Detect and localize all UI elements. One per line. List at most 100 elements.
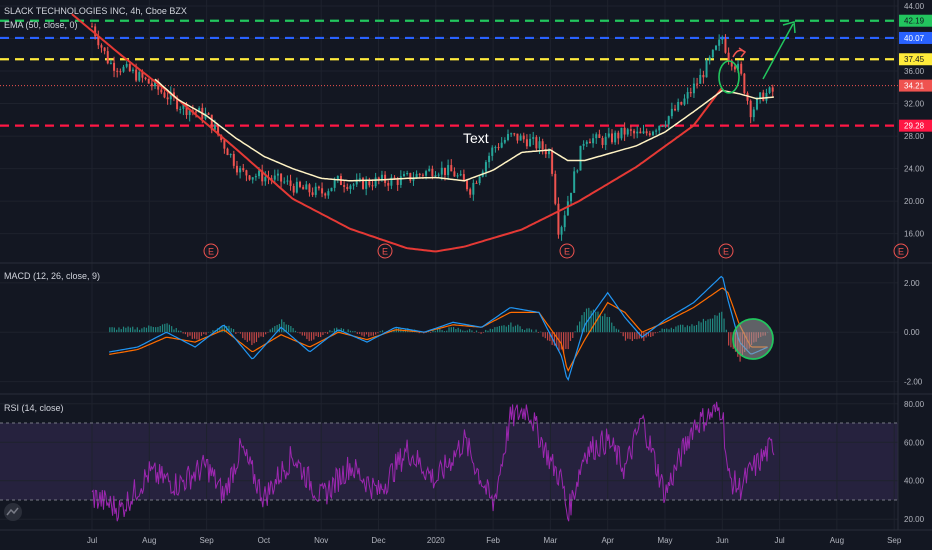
candle-body — [402, 174, 405, 177]
macd-histogram-bar — [271, 327, 274, 333]
annotation-text[interactable]: Text — [463, 130, 489, 146]
macd-histogram-bar — [136, 327, 138, 333]
macd-histogram-bar — [718, 312, 721, 333]
macd-histogram-bar — [244, 332, 246, 340]
candle-body — [409, 173, 412, 181]
earnings-marker[interactable]: E — [377, 243, 393, 259]
rsi-layer — [91, 401, 775, 522]
time-axis[interactable]: Jul Aug Sep Oct Nov Dec 2020 Feb Mar Apr May Jun Jul… — [87, 536, 902, 545]
macd-histogram-bar — [193, 332, 196, 339]
macd-histogram-bar — [145, 327, 148, 333]
macd-histogram-bar — [301, 332, 303, 336]
candle-body — [661, 125, 664, 127]
macd-histogram-bar — [434, 330, 436, 333]
candle-body — [229, 153, 232, 156]
macd-histogram-bar — [336, 327, 338, 333]
macd-histogram-bar — [171, 326, 173, 333]
candle-body — [755, 98, 758, 110]
candle-body — [582, 143, 585, 146]
macd-histogram-bar — [650, 332, 652, 338]
highlight-ellipse-price[interactable] — [718, 60, 740, 94]
candle-body — [560, 227, 563, 235]
earnings-marker[interactable]: E — [559, 243, 575, 259]
macd-histogram-bar — [569, 332, 572, 341]
earnings-markers[interactable]: E E E E E — [203, 243, 909, 259]
candle-body — [239, 168, 242, 173]
candle-body — [617, 132, 620, 139]
price-axis[interactable]: 44.00 40.00 36.00 32.00 28.00 24.00 20.00 16.00… — [899, 2, 932, 524]
macd-histogram-bar — [677, 325, 679, 333]
macd-histogram-bar — [251, 332, 253, 346]
macd-histogram-bar — [659, 331, 661, 333]
macd-histogram-bar — [448, 327, 450, 333]
macd-histogram-bar — [347, 329, 349, 333]
macd-histogram-bar — [691, 324, 693, 333]
candle-body — [462, 174, 465, 181]
candle-body — [592, 138, 595, 144]
axis-tick-label: 80.00 — [904, 400, 925, 409]
macd-histogram-bar — [656, 332, 659, 333]
candle-body — [655, 130, 658, 132]
earnings-marker[interactable]: E — [893, 243, 909, 259]
candle-body — [194, 111, 197, 113]
macd-histogram-bar — [528, 328, 530, 333]
chart-title: SLACK TECHNOLOGIES INC, 4h, Cboe BZX — [4, 6, 187, 16]
candle-body — [683, 98, 686, 105]
macd-histogram-bar — [155, 327, 157, 333]
macd-histogram-bar — [232, 329, 235, 333]
candle-body — [97, 36, 100, 46]
candle-body — [459, 174, 462, 176]
candle-body — [522, 135, 525, 140]
candle-body — [343, 184, 346, 187]
red-arrow[interactable] — [732, 47, 747, 58]
candle-body — [714, 45, 717, 50]
candle-body — [620, 127, 623, 139]
macd-histogram-bar — [469, 329, 471, 333]
macd-histogram-bar — [611, 322, 613, 333]
candle-body — [355, 179, 358, 185]
macd-histogram-bar — [489, 328, 491, 333]
macd-histogram-bar — [530, 329, 533, 333]
candle-body — [573, 171, 576, 193]
macd-histogram-bar — [627, 332, 629, 339]
candle-body — [708, 57, 711, 61]
earnings-marker[interactable]: E — [203, 243, 219, 259]
macd-histogram-bar — [487, 330, 489, 333]
rsi-line[interactable] — [91, 401, 775, 522]
macd-histogram-bar — [297, 332, 299, 333]
candle-body — [677, 102, 680, 111]
axis-tick-label: 36.00 — [904, 67, 925, 76]
candle-body — [598, 134, 601, 138]
earnings-marker[interactable]: E — [718, 243, 734, 259]
candle-body — [447, 165, 450, 176]
candle-body — [141, 72, 144, 78]
candle-body — [497, 147, 500, 149]
macd-histogram-bar — [317, 332, 319, 338]
highlight-ellipse-macd[interactable] — [732, 318, 774, 360]
candle-body — [727, 52, 730, 61]
axis-tick-label: 2.00 — [904, 279, 920, 288]
macd-histogram-bar — [496, 326, 498, 333]
candle-body — [478, 176, 481, 184]
axis-tick-label: -2.00 — [904, 378, 923, 387]
macd-histogram-bar — [565, 332, 567, 349]
candle-body — [245, 170, 248, 176]
macd-histogram-bar — [510, 322, 512, 333]
macd-histogram-bar — [187, 332, 189, 337]
ema-line[interactable] — [154, 78, 774, 182]
macd-histogram-bar — [122, 326, 125, 333]
level-price-label: 42.19 — [904, 17, 925, 26]
candle-body — [261, 170, 264, 182]
macd-line[interactable] — [109, 275, 768, 382]
candle-body — [566, 201, 569, 216]
macd-histogram-bar — [698, 321, 700, 333]
svg-text:E: E — [382, 247, 388, 257]
macd-histogram-bar — [299, 332, 301, 334]
candle-body — [109, 62, 112, 64]
green-arrow[interactable] — [762, 21, 796, 80]
candle-body — [718, 39, 721, 46]
macd-histogram-bar — [402, 330, 404, 333]
macd-histogram-bar — [556, 332, 558, 347]
macd-histogram-bar — [455, 329, 457, 333]
